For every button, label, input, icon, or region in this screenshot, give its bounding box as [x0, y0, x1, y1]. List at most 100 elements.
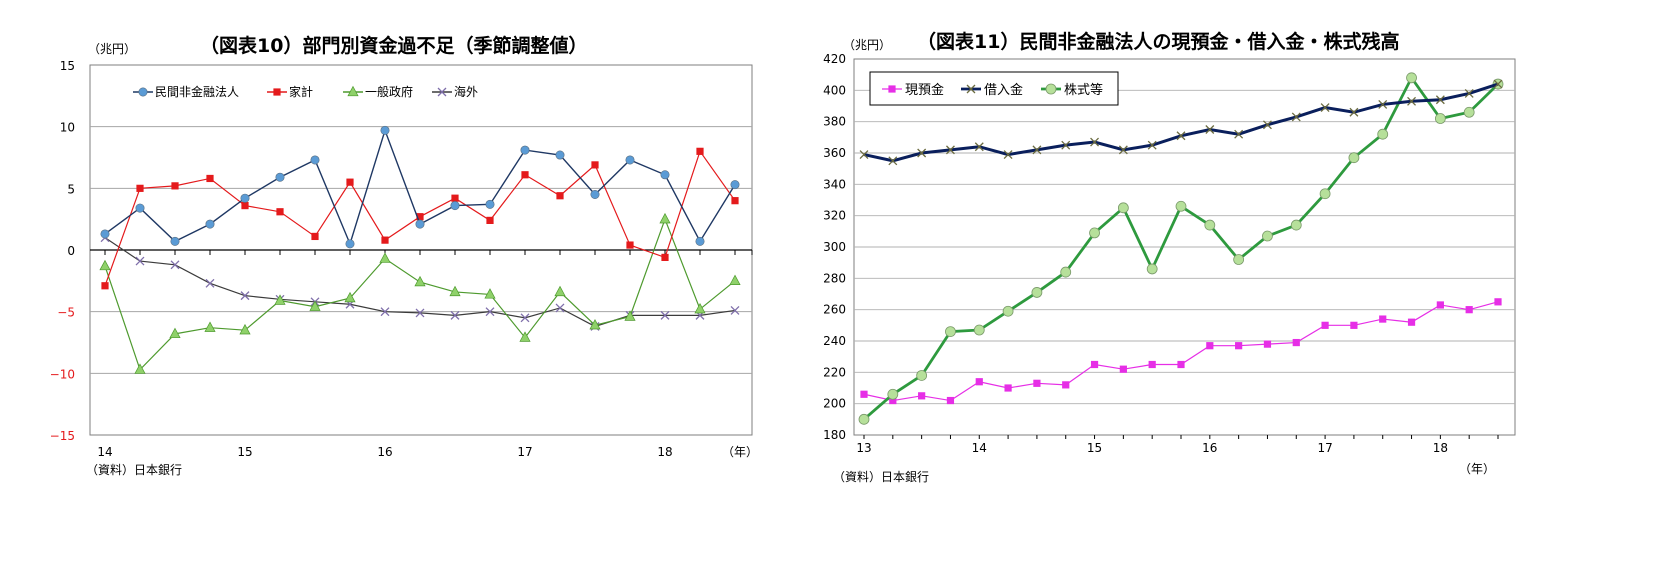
data-point	[975, 378, 983, 386]
data-point	[730, 180, 740, 190]
data-point	[945, 145, 955, 155]
data-point	[555, 150, 565, 160]
data-point	[1262, 230, 1273, 242]
legend-marker	[1045, 83, 1057, 95]
data-point	[99, 259, 111, 271]
data-point	[1263, 340, 1272, 348]
data-point	[589, 318, 601, 330]
data-point	[450, 201, 460, 211]
data-point	[1407, 96, 1417, 106]
data-point	[1320, 103, 1330, 113]
data-point	[485, 307, 495, 317]
y-tick-label: 260	[823, 303, 846, 317]
data-point	[696, 147, 704, 155]
data-point	[974, 142, 984, 152]
data-point	[239, 323, 251, 335]
data-point	[1117, 202, 1129, 214]
data-point	[1378, 99, 1388, 109]
data-point	[1319, 188, 1331, 200]
x-tick-label: 16	[377, 445, 392, 459]
data-point	[135, 203, 145, 213]
data-point	[1119, 365, 1127, 373]
data-point	[1089, 227, 1100, 239]
y-tick-label: 15	[60, 59, 75, 73]
y-tick-label: −15	[50, 429, 75, 443]
data-point	[100, 229, 110, 239]
data-point	[626, 241, 634, 249]
data-point	[556, 192, 564, 200]
data-point	[1464, 89, 1474, 98]
data-point	[240, 193, 250, 203]
x-tick-label: 15	[237, 445, 252, 459]
chart-title: （図表11）民間非金融法人の現預金・借入金・株式残高	[917, 31, 1400, 53]
x-tick-label: 13	[856, 441, 871, 455]
data-point	[858, 413, 870, 425]
chart-panel-11: （図表11）民間非金融法人の現預金・借入金・株式残高 （兆円） （年） （資料）…	[823, 0, 1674, 563]
chart-panel-10: （図表10）部門別資金過不足（季節調整値） （兆円） （年） （資料）日本銀行 …	[50, 35, 758, 477]
y-unit-label: （兆円）	[843, 38, 892, 52]
data-point	[860, 390, 868, 398]
data-point	[345, 239, 355, 249]
legend-label: 現預金	[905, 82, 944, 98]
data-point	[1175, 200, 1187, 212]
y-tick-label: 380	[823, 115, 846, 129]
y-tick-label: 400	[823, 83, 846, 97]
y-tick-label: 320	[823, 209, 846, 223]
data-point	[311, 232, 319, 241]
data-point	[1434, 113, 1446, 124]
data-point	[170, 260, 180, 270]
data-point	[309, 300, 321, 311]
data-point	[859, 150, 869, 160]
data-point	[1435, 95, 1445, 105]
legend-marker	[347, 85, 359, 97]
legend-marker	[138, 87, 148, 97]
y-tick-label: −5	[57, 306, 75, 320]
data-point	[1291, 112, 1301, 122]
data-point	[380, 125, 390, 135]
data-point	[205, 278, 215, 288]
data-point	[485, 199, 495, 209]
data-point	[554, 285, 566, 297]
data-point	[889, 396, 897, 405]
data-point	[1204, 219, 1216, 231]
data-point	[205, 219, 215, 229]
data-point	[415, 308, 425, 318]
data-point	[1061, 140, 1071, 150]
data-point	[519, 331, 531, 342]
data-point	[276, 208, 284, 216]
data-point	[1465, 306, 1473, 314]
data-point	[945, 326, 956, 338]
x-tick-label: 17	[517, 445, 532, 459]
source-note: （資料）日本銀行	[86, 463, 183, 477]
data-point	[415, 219, 425, 229]
data-point	[1033, 379, 1041, 387]
legend-box	[869, 71, 1119, 106]
data-point	[171, 182, 179, 190]
legend-label: 民間非金融法人	[155, 84, 239, 99]
data-point	[1147, 140, 1157, 150]
y-unit-label: （兆円）	[88, 42, 137, 56]
legend-label: 家計	[289, 84, 313, 99]
data-point	[1206, 342, 1214, 350]
data-point	[520, 145, 530, 155]
data-point	[973, 324, 985, 336]
x-tick-label: 15	[1087, 441, 1102, 455]
data-point	[1004, 384, 1012, 392]
source-note: （資料）日本銀行	[833, 470, 930, 484]
data-point	[1321, 321, 1329, 329]
data-point	[135, 256, 145, 266]
data-point	[660, 310, 670, 320]
data-point	[414, 275, 426, 287]
data-point	[1463, 106, 1475, 118]
data-point	[1205, 125, 1215, 134]
y-tick-label: 0	[67, 244, 75, 258]
data-point	[1177, 360, 1185, 369]
data-point	[240, 291, 250, 301]
data-point	[695, 236, 705, 246]
data-point	[416, 213, 424, 221]
data-point	[1090, 137, 1100, 147]
legend-label: 株式等	[1064, 82, 1103, 98]
data-point	[1262, 120, 1272, 130]
y-tick-label: 10	[60, 121, 75, 135]
data-point	[1350, 321, 1358, 329]
